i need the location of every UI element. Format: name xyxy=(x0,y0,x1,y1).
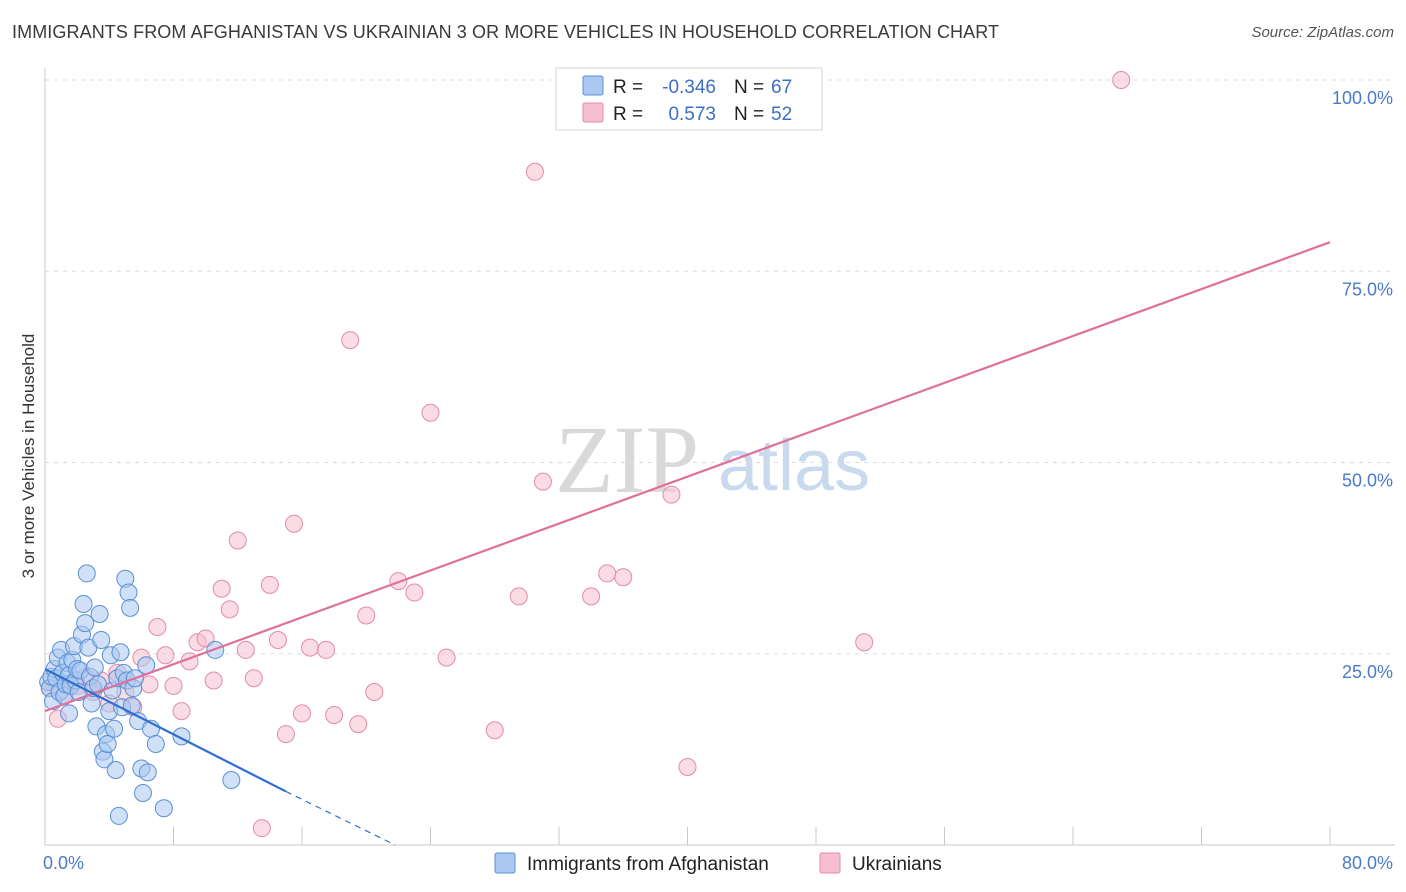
y-tick-label: 100.0% xyxy=(1332,88,1393,108)
ukrainians-point xyxy=(252,819,271,838)
legend-r-label-a: R = xyxy=(613,77,643,98)
x-tick-label: 80.0% xyxy=(1342,853,1393,873)
afghanistan-point xyxy=(154,799,173,818)
y-tick-label: 50.0% xyxy=(1342,471,1393,491)
ukrainians-point xyxy=(268,630,287,649)
afghanistan-point xyxy=(133,783,152,802)
afghanistan-point xyxy=(111,643,130,662)
ukrainians-point xyxy=(325,705,344,724)
ukrainians-point xyxy=(509,587,528,606)
legend-swatch-afghanistan xyxy=(582,75,604,96)
afghanistan-point xyxy=(82,694,101,713)
axes xyxy=(44,68,1395,846)
bottom-legend-swatch-ukrainians xyxy=(819,852,841,874)
x-tick-marks xyxy=(173,827,1331,845)
gridlines xyxy=(45,79,1395,655)
ukrainians-point xyxy=(276,725,295,744)
ukrainians-point xyxy=(260,575,279,594)
ukrainians-point xyxy=(437,648,456,667)
afghanistan-trend-extension xyxy=(285,790,396,846)
legend-n-value-a: 67 xyxy=(771,77,792,98)
afghanistan-trend-line xyxy=(44,668,287,793)
afghanistan-point xyxy=(90,604,109,623)
legend-r-value-b: 0.573 xyxy=(668,104,716,125)
legend-n-value-b: 52 xyxy=(771,104,792,125)
ukrainians-point xyxy=(598,564,617,583)
ukrainians-point xyxy=(212,579,231,598)
afghanistan-point xyxy=(76,614,95,633)
series-legend: Immigrants from Afghanistan Ukrainians xyxy=(494,852,942,875)
ukrainians-point xyxy=(204,671,223,690)
y-tick-label: 75.0% xyxy=(1342,279,1393,299)
ukrainians-point xyxy=(525,162,544,181)
afghanistan-point xyxy=(98,735,117,754)
afghanistan-point xyxy=(85,658,104,677)
ukrainians-point xyxy=(1112,71,1131,89)
afghanistan-points xyxy=(39,564,241,825)
ukrainians-point xyxy=(148,617,167,636)
ukrainians-point xyxy=(284,514,303,533)
ukrainians-point xyxy=(228,531,247,550)
afghanistan-point xyxy=(222,770,241,789)
ukrainians-point xyxy=(236,640,255,659)
ukrainians-point xyxy=(855,633,874,652)
ukrainians-point xyxy=(164,676,183,695)
afghanistan-point xyxy=(106,761,125,780)
afghanistan-point xyxy=(109,806,128,825)
x-tick-labels: 0.0% 80.0% xyxy=(43,853,1393,873)
ukrainians-point xyxy=(349,715,368,734)
afghanistan-point xyxy=(146,735,165,754)
ukrainians-point xyxy=(357,606,376,625)
y-tick-labels: 100.0% 75.0% 50.0% 25.0% xyxy=(1332,88,1393,682)
ukrainians-point xyxy=(220,600,239,619)
ukrainians-point xyxy=(341,331,360,350)
ukrainians-point xyxy=(301,638,320,657)
ukrainians-point xyxy=(582,587,601,606)
afghanistan-point xyxy=(119,583,138,602)
watermark-atlas: atlas xyxy=(718,426,870,506)
ukrainians-point xyxy=(196,629,215,648)
afghanistan-point xyxy=(77,564,96,583)
ukrainians-point xyxy=(405,583,424,602)
legend-r-label-b: R = xyxy=(613,104,643,125)
ukrainians-point xyxy=(244,669,263,688)
ukrainians-point xyxy=(485,721,504,740)
afghanistan-point xyxy=(92,630,111,649)
ukrainians-point xyxy=(317,640,336,659)
legend-swatch-ukrainians xyxy=(582,102,604,123)
ukrainians-point xyxy=(614,568,633,587)
correlation-legend: R = -0.346 N = 67 R = 0.573 N = 52 xyxy=(555,67,823,131)
y-tick-label: 25.0% xyxy=(1342,662,1393,682)
afghanistan-point xyxy=(121,598,140,617)
bottom-legend-swatch-afghanistan xyxy=(494,852,516,874)
y-axis-label: 3 or more Vehicles in Household xyxy=(19,334,38,579)
chart-title: IMMIGRANTS FROM AFGHANISTAN VS UKRAINIAN… xyxy=(12,22,1000,42)
ukrainians-point xyxy=(421,403,440,422)
afghanistan-point xyxy=(138,763,157,782)
afghanistan-point xyxy=(105,719,124,738)
ukrainians-point xyxy=(293,704,311,723)
legend-n-label-a: N = xyxy=(734,77,764,98)
ukrainians-point xyxy=(533,472,552,491)
source-label: Source: ZipAtlas.com xyxy=(1251,24,1394,41)
ukrainians-trend-line xyxy=(44,241,1331,713)
ukrainians-point xyxy=(678,757,697,776)
ukrainians-point xyxy=(365,683,384,701)
afghanistan-point xyxy=(60,704,79,723)
ukrainians-point xyxy=(172,702,191,721)
x-tick-label: 0.0% xyxy=(43,853,84,873)
bottom-legend-label-afghanistan: Immigrants from Afghanistan xyxy=(527,854,769,875)
legend-n-label-b: N = xyxy=(734,104,764,125)
trend-lines xyxy=(44,241,1331,846)
ukrainians-point xyxy=(662,485,681,504)
afghanistan-point xyxy=(122,696,141,715)
legend-r-value-a: -0.346 xyxy=(662,77,716,98)
bottom-legend-label-ukrainians: Ukrainians xyxy=(852,854,942,875)
afghanistan-point xyxy=(74,595,93,614)
ukrainians-point xyxy=(156,646,175,665)
